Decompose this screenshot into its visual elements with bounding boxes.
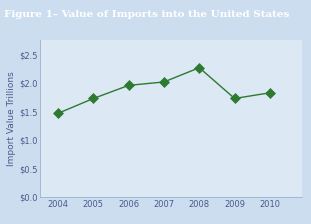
Text: Figure 1– Value of Imports into the United States: Figure 1– Value of Imports into the Unit… [4,10,289,19]
Y-axis label: Import Value Trillions: Import Value Trillions [7,71,16,166]
